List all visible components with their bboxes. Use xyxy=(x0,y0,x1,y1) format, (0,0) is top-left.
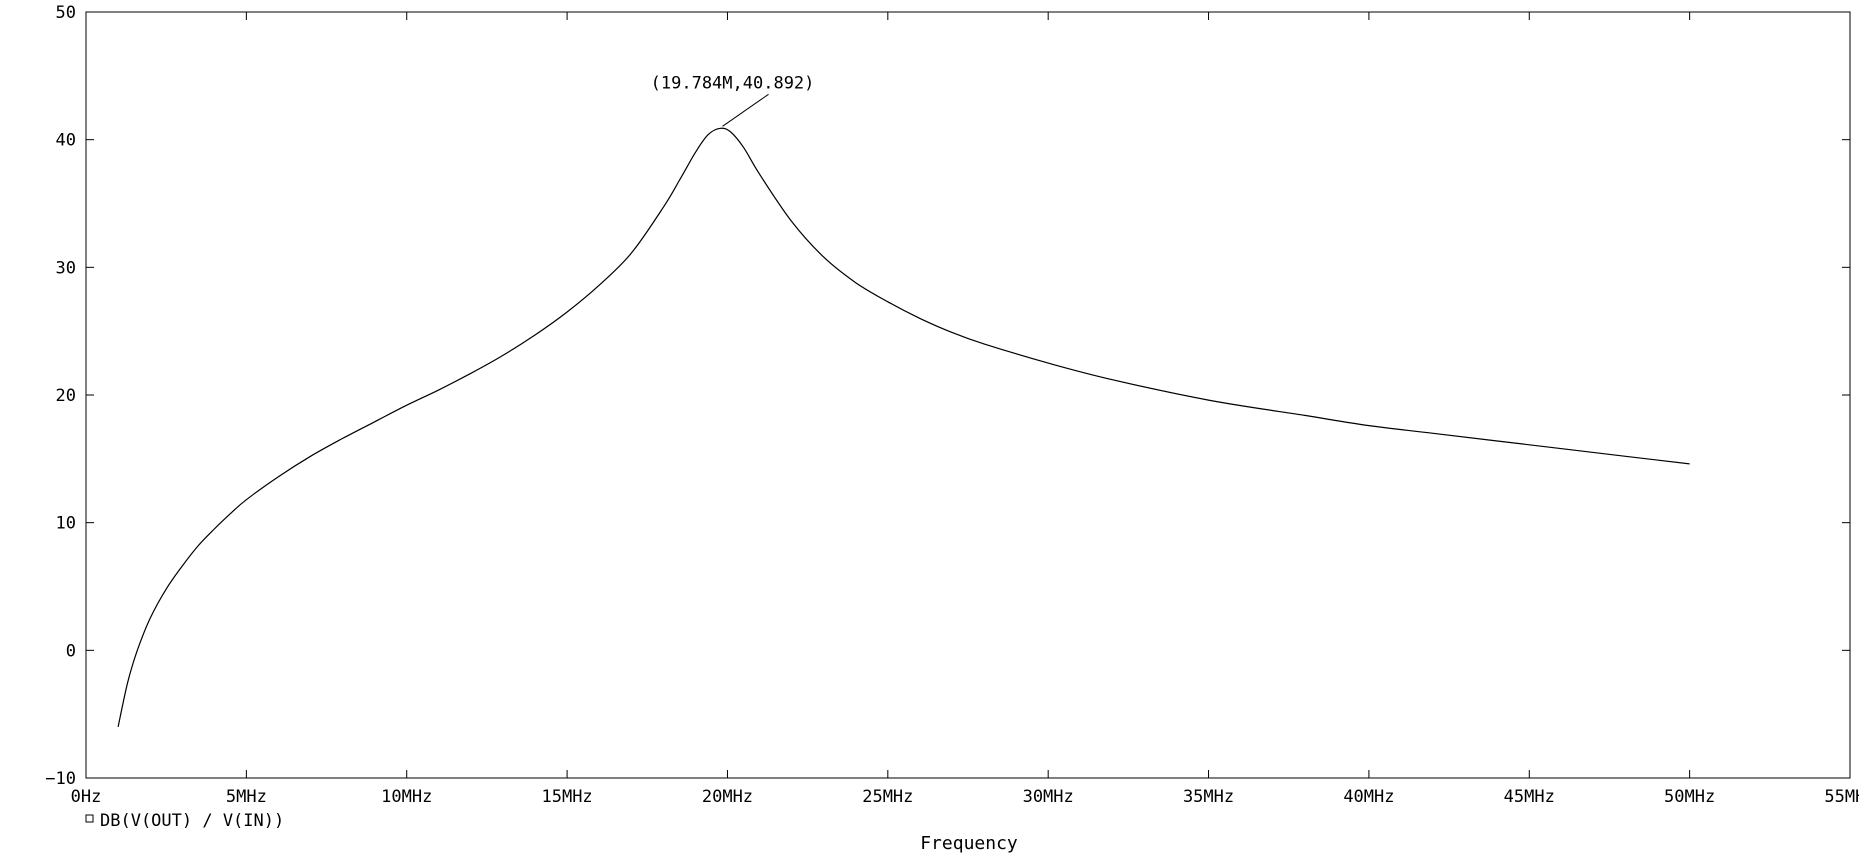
legend-marker xyxy=(85,814,94,823)
x-tick-label: 40MHz xyxy=(1343,787,1394,807)
annotation-group: (19.784M,40.892) xyxy=(651,73,815,127)
x-tick-label: 20MHz xyxy=(702,787,753,807)
legend: DB(V(OUT) / V(IN)) xyxy=(85,811,284,831)
x-tick-label: 30MHz xyxy=(1023,787,1074,807)
plot-area xyxy=(85,11,1851,779)
series-group xyxy=(117,127,1690,728)
x-tick-label: 55MHz xyxy=(1824,787,1859,807)
annotation-leader xyxy=(722,93,769,127)
peak-annotation: (19.784M,40.892) xyxy=(651,73,815,93)
y-tick-label: 40 xyxy=(56,131,76,151)
x-tick-label: 0Hz xyxy=(71,787,102,807)
y-tick-label: 20 xyxy=(56,386,76,406)
y-tick-label: 30 xyxy=(56,258,76,278)
x-tick-label: 10MHz xyxy=(381,787,432,807)
x-tick-label: 25MHz xyxy=(862,787,913,807)
y-tick-label: 10 xyxy=(56,514,76,534)
y-tick-label: 0 xyxy=(66,641,76,661)
x-axis-title: Frequency xyxy=(920,833,1018,854)
y-tick-label: 50 xyxy=(56,3,76,23)
x-tick-label: 45MHz xyxy=(1504,787,1555,807)
x-tick-label: 15MHz xyxy=(541,787,592,807)
series-line xyxy=(117,127,1690,728)
y-axis: −10 0 10 20 30 40 50 xyxy=(45,3,1850,789)
legend-label: DB(V(OUT) / V(IN)) xyxy=(100,811,284,831)
x-tick-label: 5MHz xyxy=(226,787,267,807)
x-axis: 0Hz 5MHz 10MHz 15MHz 20MHz 25MHz 30MHz 35MHz 40M… xyxy=(71,12,1859,807)
x-tick-label: 35MHz xyxy=(1183,787,1234,807)
plot-frame xyxy=(85,11,1851,779)
x-tick-label: 50MHz xyxy=(1664,787,1715,807)
y-tick-label: −10 xyxy=(45,769,76,789)
